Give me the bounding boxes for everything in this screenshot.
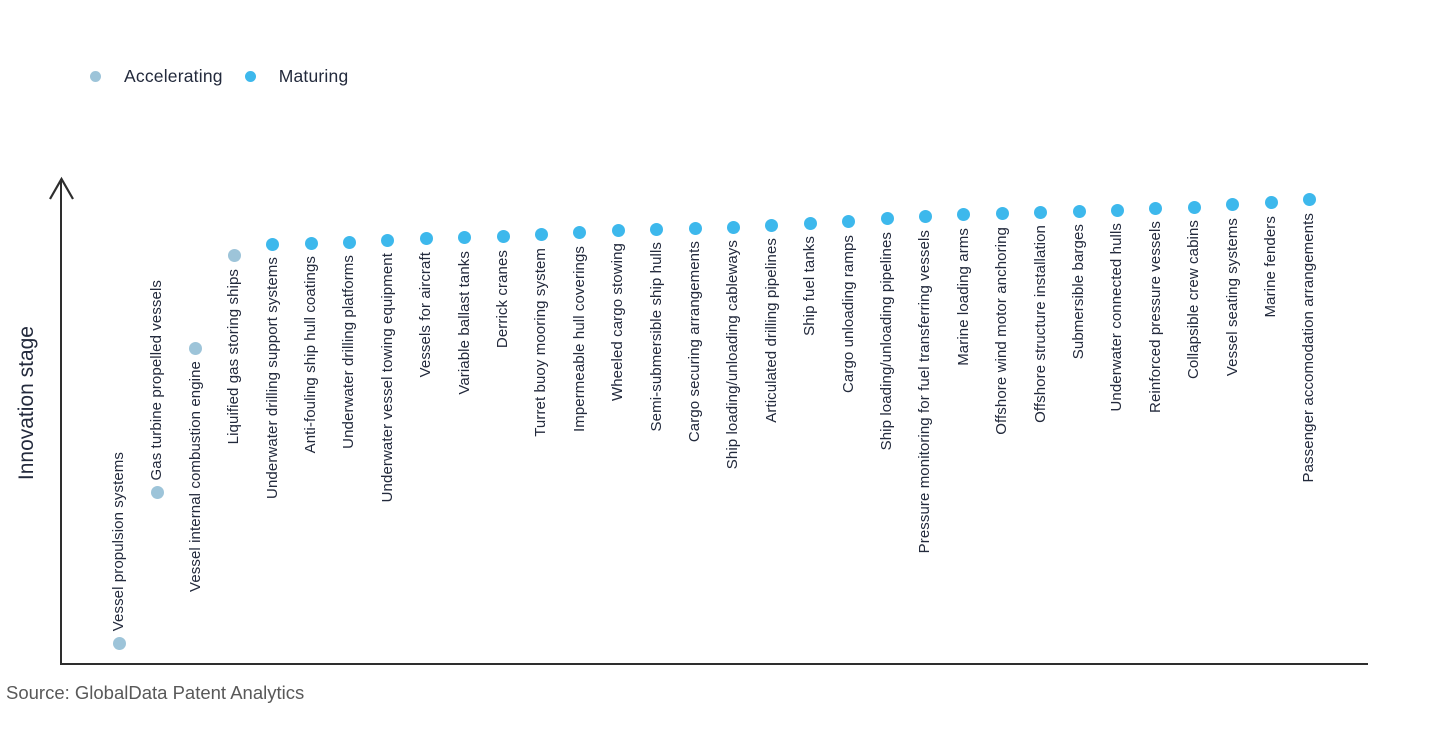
chart-legend: Accelerating Maturing: [90, 66, 370, 87]
data-point-label: Underwater connected hulls: [1108, 223, 1126, 412]
data-point-dot: [726, 220, 740, 234]
data-point-dot: [534, 228, 548, 242]
data-point-label: Offshore wind motor anchoring: [993, 226, 1011, 435]
data-point-label: Vessel propulsion systems: [110, 451, 127, 632]
data-point-dot: [496, 230, 510, 244]
data-point-label: Anti-fouling ship hull coatings: [302, 256, 319, 454]
source-text: Source: GlobalData Patent Analytics: [6, 682, 305, 703]
data-point-dot: [1226, 198, 1240, 212]
data-point-dot: [227, 249, 241, 263]
data-point-label: Turret buoy mooring system: [532, 247, 550, 437]
legend-label-accelerating: Accelerating: [124, 66, 223, 86]
data-point-dot: [266, 237, 280, 251]
data-point-label: Wheeled cargo stowing: [609, 243, 627, 402]
data-point-label: Impermeable hull coverings: [570, 245, 588, 432]
accelerating-dot-icon: [90, 71, 101, 82]
data-point-label: Vessel internal combustion engine: [186, 361, 204, 593]
data-point-label: Passenger accomodation arrangements: [1300, 212, 1318, 483]
data-point-label: Ship loading/unloading pipelines: [878, 231, 895, 451]
data-point-label: Variable ballast tanks: [455, 250, 473, 395]
data-point-dot: [150, 486, 164, 500]
data-point-label: Marine fenders: [1262, 215, 1279, 318]
data-point-label: Marine loading arms: [954, 227, 972, 366]
data-point-dot: [995, 207, 1009, 221]
data-point-label: Semi-submersible ship hulls: [647, 242, 665, 432]
legend-label-maturing: Maturing: [278, 66, 349, 86]
maturing-dot-icon: [244, 71, 256, 82]
y-axis-line: [60, 179, 62, 665]
data-point-label: Articulated drilling pipelines: [762, 238, 780, 423]
data-point-label: Cargo securing arrangements: [686, 241, 703, 443]
data-point-label: Derrick cranes: [494, 249, 511, 348]
data-point-dot: [765, 218, 779, 232]
data-point-dot: [611, 223, 625, 237]
data-point-dot: [419, 232, 433, 246]
data-point-dot: [573, 226, 587, 240]
data-point-label: Ship loading/unloading cableways: [724, 240, 742, 470]
data-point-label: Submersible barges: [1070, 224, 1087, 360]
legend-item-maturing: Maturing: [244, 66, 349, 87]
data-point-dot: [304, 236, 318, 250]
data-point-dot: [1072, 204, 1086, 218]
data-point-label: Reinforced pressure vessels: [1146, 221, 1164, 414]
data-point-label: Cargo unloading ramps: [839, 234, 857, 393]
data-point-dot: [1187, 200, 1201, 214]
data-point-dot: [880, 212, 894, 226]
data-point-dot: [1264, 196, 1278, 210]
data-point-dot: [918, 210, 932, 224]
data-point-label: Gas turbine propelled vessels: [148, 280, 166, 481]
data-point-label: Vessel seating systems: [1223, 217, 1241, 376]
data-point-dot: [803, 216, 817, 230]
data-point-dot: [342, 235, 356, 249]
data-point-label: Vessels for aircraft: [417, 251, 435, 378]
data-point-label: Liquified gas storing ships: [225, 268, 243, 445]
data-point-label: Offshore structure installation: [1031, 225, 1049, 423]
data-point-dot: [957, 208, 971, 222]
data-point-dot: [189, 341, 203, 355]
data-point-label: Pressure monitoring for fuel transferrin…: [916, 229, 934, 554]
data-point-dot: [1110, 203, 1124, 217]
data-point-dot: [842, 215, 856, 229]
data-point-label: Underwater drilling support systems: [263, 257, 281, 500]
data-point-dot: [1034, 205, 1048, 219]
x-axis-line: [60, 663, 1368, 665]
data-point-dot: [1149, 201, 1163, 215]
data-point-dot: [1302, 193, 1316, 207]
data-point-label: Collapsible crew cabins: [1185, 220, 1203, 380]
y-axis-title: Innovation stage: [15, 326, 38, 481]
data-point-dot: [458, 231, 472, 245]
data-point-label: Underwater vessel towing equipment: [378, 253, 396, 503]
data-point-dot: [112, 636, 126, 650]
data-point-dot: [381, 233, 395, 247]
data-point-label: Ship fuel tanks: [801, 236, 819, 337]
data-point-dot: [688, 221, 702, 235]
legend-item-accelerating: Accelerating: [90, 66, 223, 87]
data-point-label: Underwater drilling platforms: [340, 255, 358, 449]
data-point-dot: [650, 222, 664, 236]
